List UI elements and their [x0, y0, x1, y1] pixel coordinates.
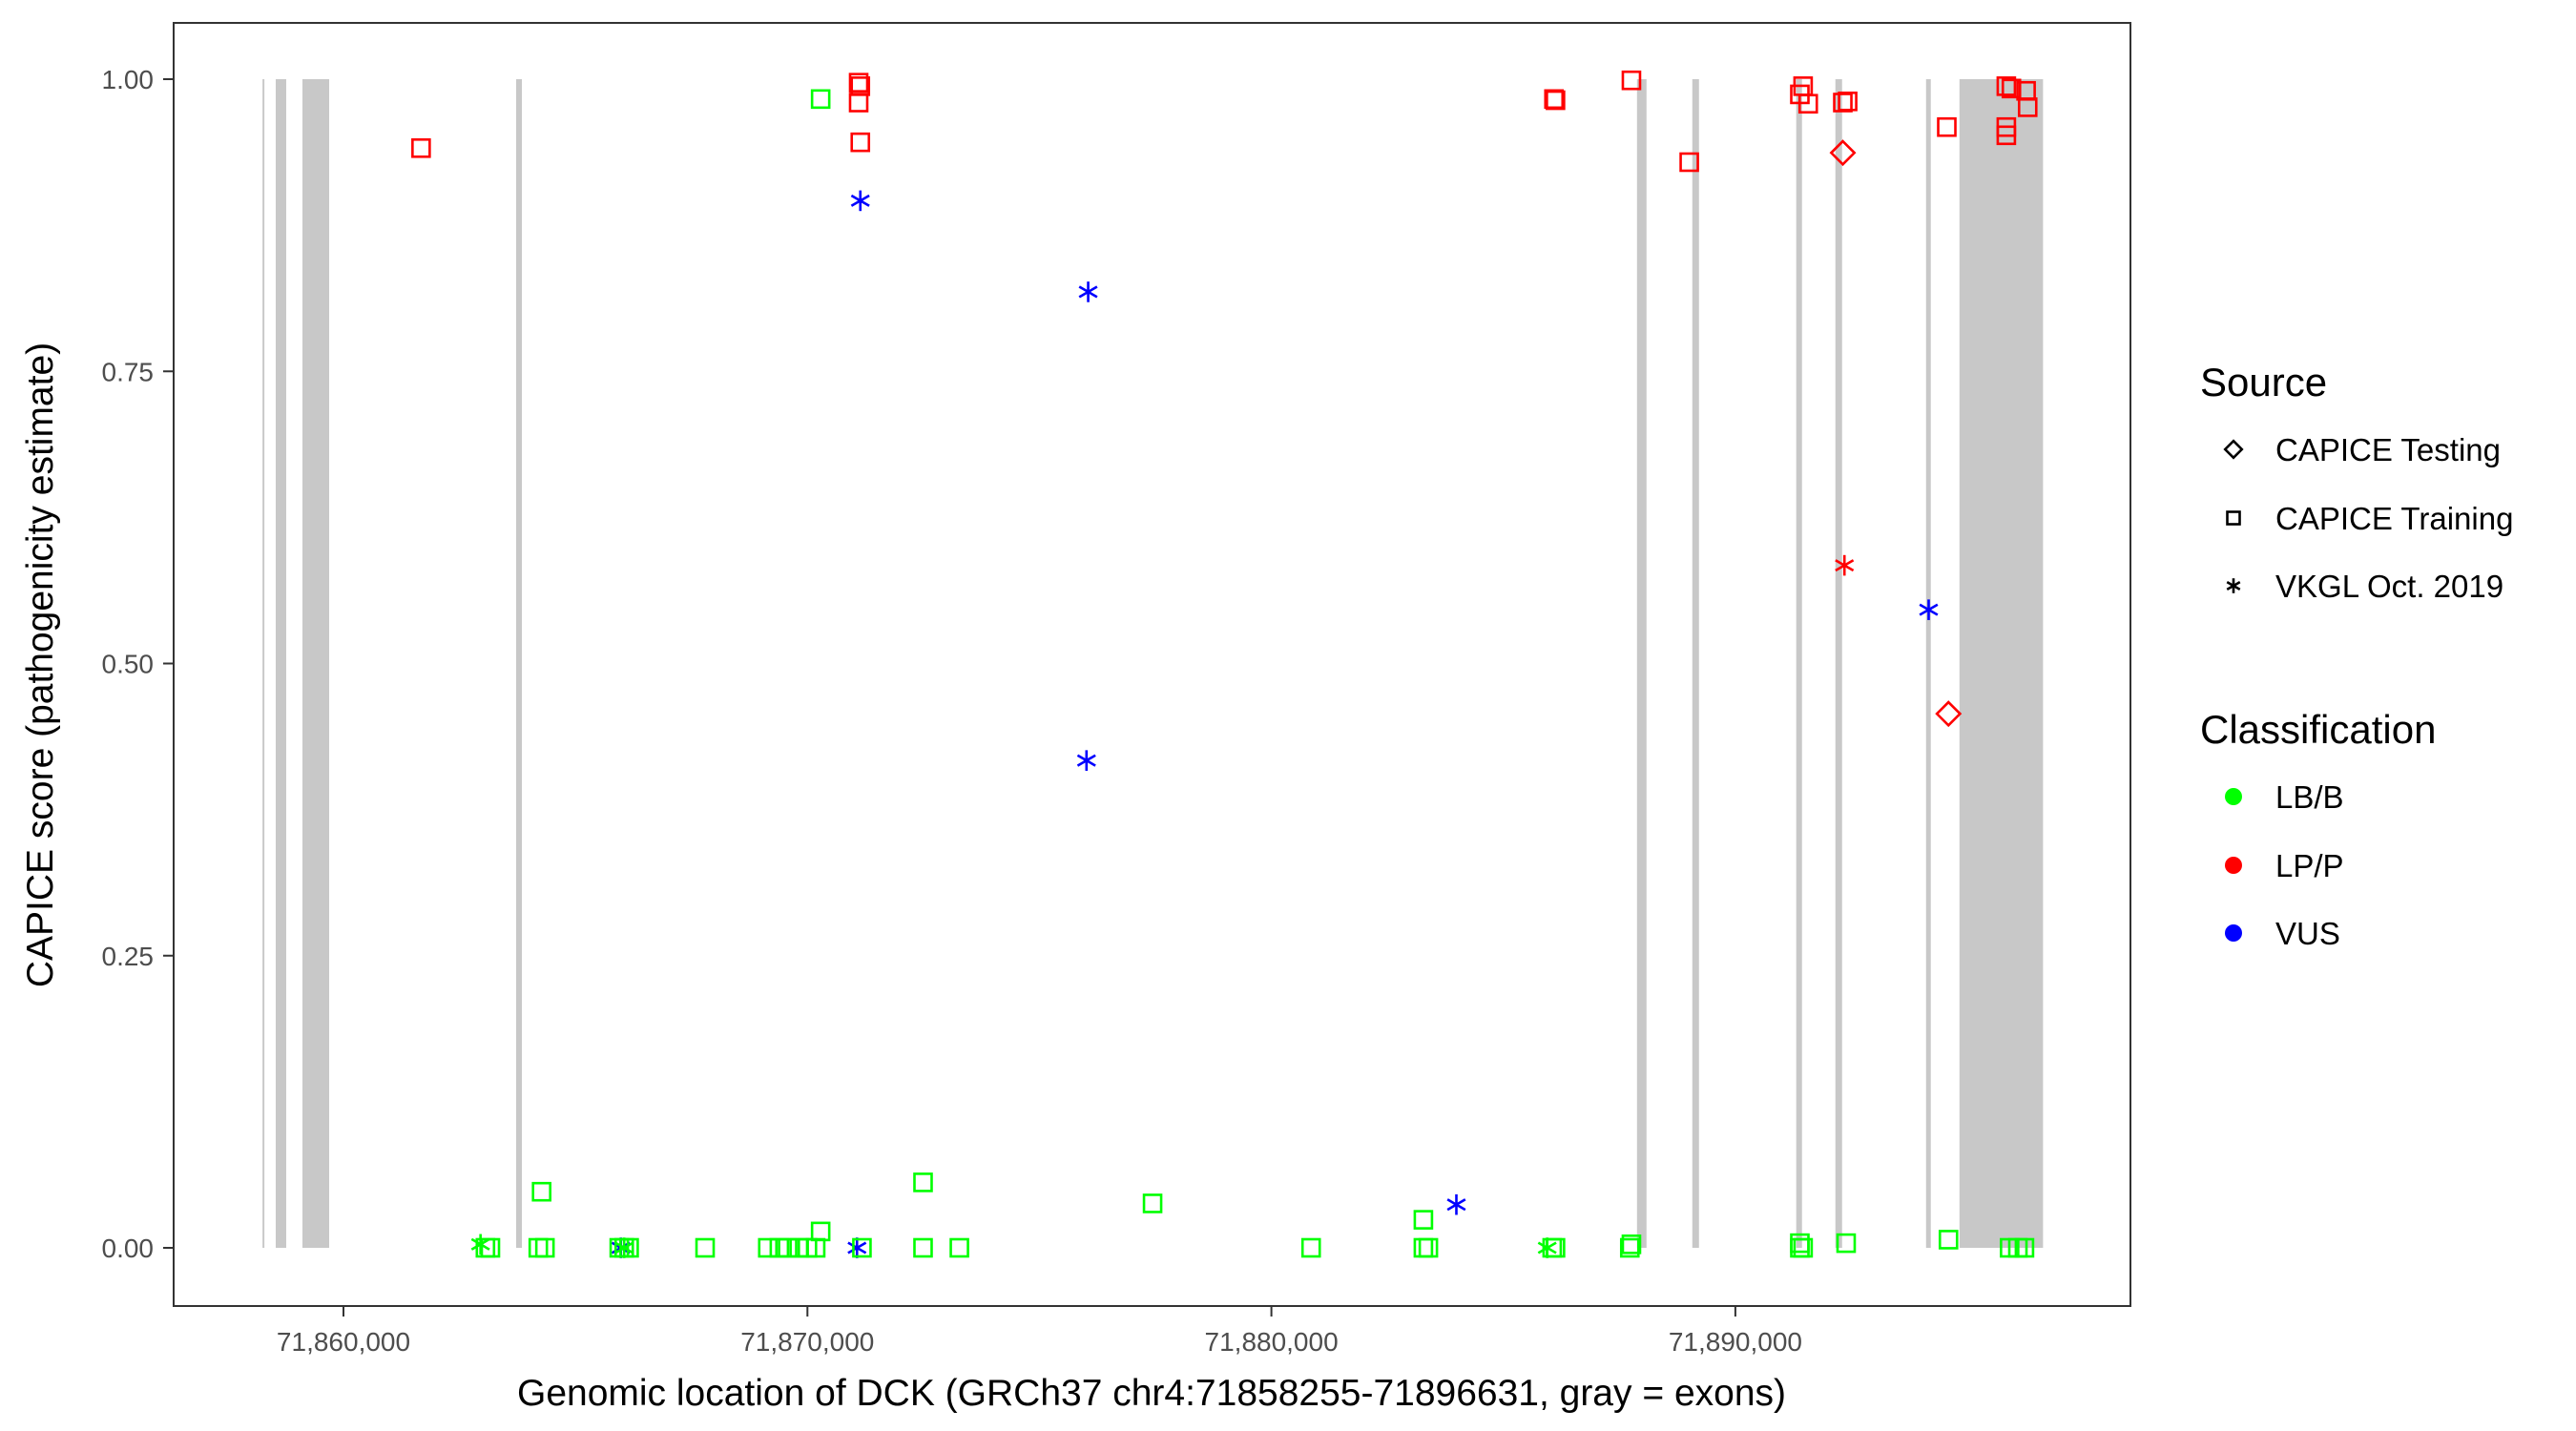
exon-band	[276, 79, 286, 1248]
exon-band	[1925, 79, 1931, 1248]
legend-color-dot-icon	[2225, 788, 2242, 805]
data-point-training	[534, 1237, 555, 1258]
data-point-training	[810, 1221, 831, 1242]
data-point-training	[1621, 1234, 1642, 1255]
data-point-training	[913, 1172, 933, 1192]
data-point-training	[778, 1237, 798, 1258]
data-point-training	[1793, 1237, 1814, 1258]
data-point-training	[2001, 78, 2022, 99]
data-point-training	[2014, 1237, 2035, 1258]
exon-bands	[262, 79, 2044, 1248]
legend-class-label: LP/P	[2275, 848, 2344, 883]
exon-band	[1796, 79, 1802, 1248]
y-tick-label: 1.00	[102, 65, 155, 94]
data-point-vkgl	[847, 1237, 867, 1258]
data-point-training	[1938, 1230, 1959, 1250]
data-point-training	[531, 1181, 551, 1202]
data-point-vkgl	[1919, 599, 1939, 620]
data-point-vkgl	[850, 190, 870, 212]
data-point-training	[949, 1237, 969, 1258]
y-axis: 0.00 0.25 0.50 0.75 1.00	[102, 65, 174, 1263]
legend-source-title: Source	[2200, 360, 2327, 404]
data-point-training	[528, 1237, 549, 1258]
data-point-vkgl	[1446, 1193, 1466, 1215]
legend-square-icon	[2226, 510, 2241, 526]
legend-classification-title: Classification	[2200, 707, 2436, 752]
legend-source-label: CAPICE Training	[2275, 501, 2513, 536]
legend-class-label: VUS	[2275, 916, 2340, 951]
exon-band	[1636, 79, 1647, 1248]
data-point-vkgl	[1078, 281, 1098, 302]
data-point-testing	[1829, 139, 1857, 167]
y-tick-label: 0.50	[102, 650, 155, 679]
data-point-training	[480, 1237, 501, 1258]
x-axis-title: Genomic location of DCK (GRCh37 chr4:718…	[517, 1373, 1786, 1414]
data-point-training	[1300, 1237, 1321, 1258]
data-point-training	[758, 1237, 779, 1258]
legend-asterisk-icon	[2226, 578, 2241, 593]
data-point-training	[695, 1237, 716, 1258]
data-point-training	[1679, 152, 1699, 173]
exon-band	[1835, 79, 1842, 1248]
exon-band	[262, 79, 265, 1248]
x-tick-label: 71,880,000	[1205, 1327, 1339, 1357]
data-point-training	[913, 1237, 933, 1258]
data-point-training	[1937, 116, 1957, 137]
data-point-training	[2017, 97, 2038, 117]
data-point-training	[848, 93, 869, 113]
legend-color-dot-icon	[2225, 857, 2242, 874]
data-point-training	[848, 73, 869, 93]
data-point-training	[1544, 89, 1565, 110]
data-point-training	[1413, 1210, 1434, 1230]
data-point-training	[1996, 76, 2017, 96]
legend-color-dot-icon	[2225, 924, 2242, 942]
data-point-vkgl	[1835, 554, 1855, 576]
data-point-training	[1621, 70, 1642, 91]
legend-source-label: VKGL Oct. 2019	[2275, 569, 2503, 604]
y-tick-label: 0.25	[102, 942, 155, 971]
x-tick-label: 71,860,000	[277, 1327, 410, 1357]
data-points	[411, 70, 2038, 1258]
data-point-training	[1836, 1233, 1857, 1254]
y-axis-title: CAPICE score (pathogenicity estimate)	[20, 342, 61, 987]
data-point-training	[619, 1237, 639, 1258]
data-point-training	[810, 89, 831, 110]
legend: Source Classification CAPICE Testing CAPI…	[2200, 360, 2513, 951]
data-point-training	[411, 137, 431, 158]
data-point-training	[1413, 1237, 1434, 1258]
exon-band	[1959, 79, 2044, 1248]
data-point-vkgl	[614, 1237, 634, 1258]
legend-class-label: LB/B	[2275, 779, 2344, 815]
data-point-training	[850, 132, 871, 153]
exon-band	[302, 79, 330, 1248]
x-axis: 71,860,000 71,870,000 71,880,000 71,890,000	[277, 1306, 1802, 1357]
data-point-vkgl	[470, 1234, 490, 1255]
data-point-training	[1418, 1237, 1439, 1258]
data-point-training	[1797, 93, 1818, 114]
data-point-testing	[1935, 700, 1963, 728]
data-point-training	[1996, 125, 2017, 146]
data-point-training	[852, 1237, 872, 1258]
data-point-training	[1838, 91, 1858, 112]
legend-source-label: CAPICE Testing	[2275, 432, 2501, 467]
data-point-vkgl	[1076, 750, 1096, 771]
data-point-training	[1546, 1237, 1566, 1258]
exon-band	[516, 79, 522, 1248]
data-point-training	[1619, 1237, 1640, 1258]
y-tick-label: 0.75	[102, 357, 155, 386]
x-tick-label: 71,870,000	[740, 1327, 874, 1357]
exon-band	[1692, 79, 1699, 1248]
data-point-training	[1142, 1193, 1163, 1213]
y-tick-label: 0.00	[102, 1234, 155, 1263]
legend-diamond-icon	[2223, 439, 2244, 460]
x-tick-label: 71,890,000	[1669, 1327, 1802, 1357]
data-point-training	[805, 1237, 826, 1258]
